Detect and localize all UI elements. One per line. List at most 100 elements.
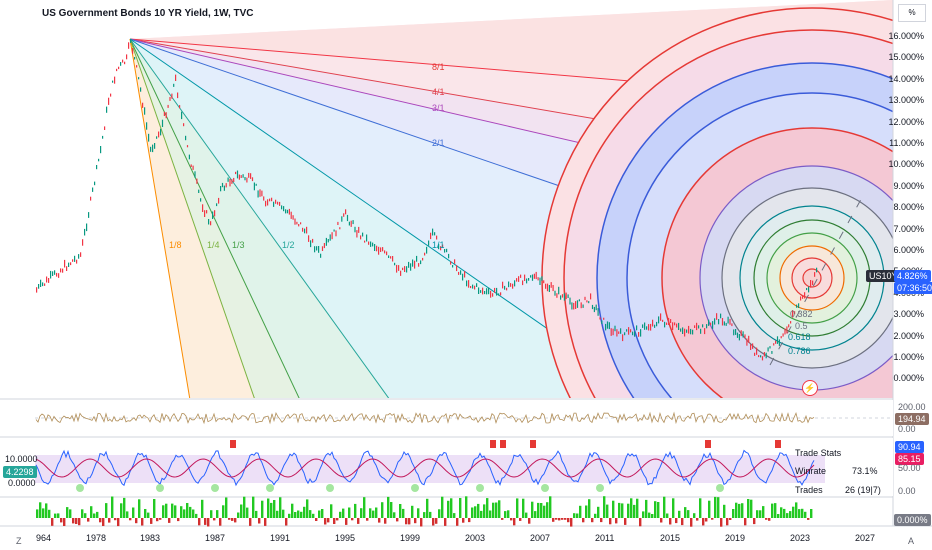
price-candle <box>253 182 255 191</box>
histogram-bar <box>720 518 723 527</box>
price-candle <box>208 219 210 225</box>
price-tick-label: 2.000% <box>893 330 924 341</box>
histogram-bar <box>348 507 351 518</box>
price-candle <box>323 243 325 249</box>
price-candle <box>804 292 806 299</box>
price-candle <box>454 259 456 264</box>
price-candle <box>710 322 712 326</box>
histogram-bar <box>126 511 129 518</box>
price-tick-label: 12.000% <box>888 116 924 127</box>
histogram-bar <box>381 502 384 518</box>
price-candle <box>279 201 281 206</box>
histogram-bar <box>75 518 78 524</box>
histogram-bar <box>54 513 57 518</box>
price-candle <box>58 273 60 278</box>
price-candle <box>300 222 302 225</box>
price-candle <box>458 271 460 275</box>
pane2-band <box>35 455 825 483</box>
price-candle <box>654 324 656 328</box>
histogram-bar <box>489 510 492 518</box>
price-candle <box>273 201 275 207</box>
buy-signal-marker <box>76 484 84 492</box>
histogram-bar <box>729 518 732 520</box>
histogram-bar <box>255 510 258 518</box>
price-candle <box>430 232 432 240</box>
price-candle <box>212 211 214 219</box>
symbol-badge[interactable]: US10Y <box>866 270 901 282</box>
price-candle <box>530 275 532 278</box>
histogram-bar <box>795 502 798 518</box>
lightning-icon[interactable]: ⚡ <box>802 380 818 396</box>
price-candle <box>704 328 706 335</box>
price-tick-label: 0.000% <box>893 373 924 384</box>
time-tick-label: 1995 <box>335 533 356 543</box>
price-candle <box>424 252 426 256</box>
last-price-badge: 4.826% <box>894 270 931 282</box>
price-candle <box>227 177 229 182</box>
price-candle <box>735 329 737 335</box>
price-candle <box>434 232 436 236</box>
price-candle <box>545 283 547 289</box>
sell-signal-marker <box>530 440 536 448</box>
zoom-reset-button[interactable]: Z <box>16 536 22 546</box>
price-candle <box>472 284 474 289</box>
price-candle <box>640 329 642 337</box>
price-candle <box>565 292 567 300</box>
price-candle <box>350 220 352 227</box>
price-candle <box>192 165 194 170</box>
histogram-bar <box>693 513 696 518</box>
price-candle <box>80 252 82 257</box>
histogram-bar <box>609 518 612 525</box>
time-tick-label: 2023 <box>790 533 811 543</box>
price-candle <box>442 244 444 248</box>
price-candle <box>48 278 50 283</box>
price-candle <box>786 326 788 334</box>
histogram-bar <box>450 498 453 518</box>
histogram-bar <box>357 518 360 524</box>
price-candle <box>283 206 285 212</box>
time-tick-label: 1983 <box>140 533 161 543</box>
price-candle <box>462 273 464 281</box>
chart-title[interactable]: US Government Bonds 10 YR Yield, 1W, TVC <box>42 8 254 19</box>
price-candle <box>662 319 664 322</box>
price-candle <box>206 210 208 214</box>
price-candle <box>416 255 418 262</box>
price-candle <box>610 328 612 336</box>
price-candle <box>42 282 44 287</box>
histogram-bar <box>468 518 471 523</box>
histogram-bar <box>690 518 693 527</box>
histogram-bar <box>474 506 477 518</box>
price-candle <box>126 54 128 60</box>
price-candle <box>175 74 177 81</box>
price-candle <box>539 277 541 285</box>
price-candle <box>552 285 554 292</box>
price-candle <box>698 325 700 329</box>
price-candle <box>533 273 535 279</box>
histogram-bar <box>741 503 744 518</box>
histogram-bar <box>87 518 90 522</box>
price-candle <box>506 287 508 291</box>
histogram-bar <box>681 518 684 526</box>
price-candle <box>605 323 607 331</box>
histogram-bar <box>525 512 528 518</box>
auto-scale-button[interactable]: A <box>908 536 915 546</box>
price-candle <box>181 111 183 120</box>
histogram-bar <box>765 518 768 520</box>
histogram-bar <box>219 518 222 526</box>
histogram-bar <box>564 518 567 520</box>
percent-scale-button[interactable]: % <box>898 4 926 22</box>
histogram-bar <box>438 509 441 518</box>
price-candle <box>104 126 106 130</box>
histogram-bar <box>177 518 180 522</box>
histogram-bar <box>135 518 138 524</box>
price-candle <box>490 290 492 298</box>
price-candle <box>294 218 296 225</box>
price-candle <box>420 260 422 265</box>
price-candle <box>275 199 277 204</box>
histogram-bar <box>726 518 729 526</box>
price-candle <box>514 280 516 287</box>
price-tick-label: 9.000% <box>893 180 924 191</box>
price-candle <box>394 262 396 266</box>
histogram-bar <box>228 518 231 520</box>
